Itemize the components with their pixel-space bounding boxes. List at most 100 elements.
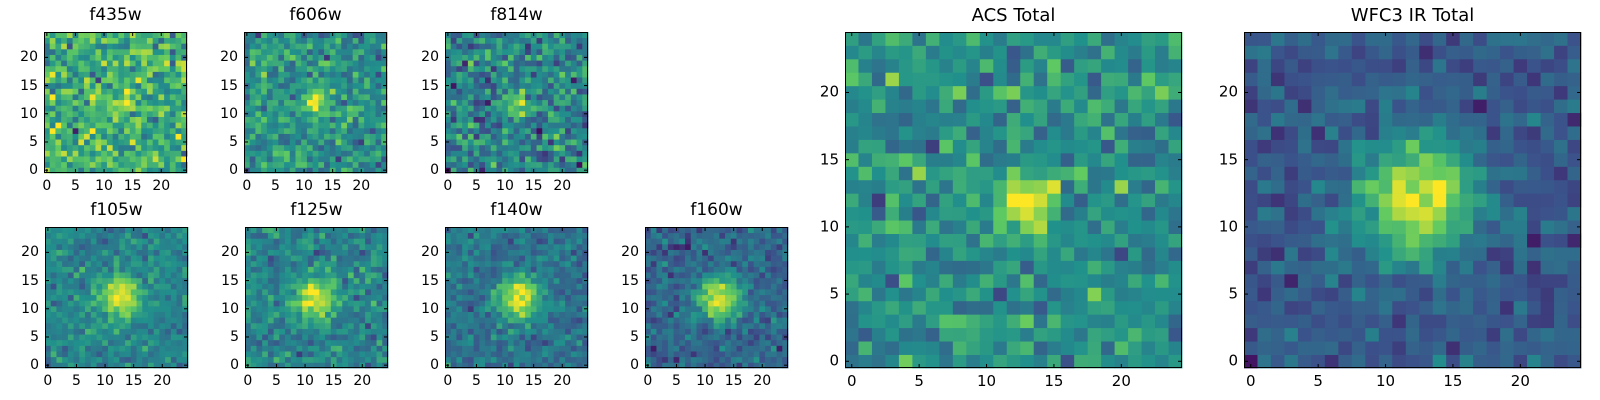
heatmap-cell <box>576 94 583 101</box>
heatmap-cell <box>1060 314 1075 329</box>
heatmap-cell <box>289 127 296 134</box>
heatmap-cell <box>73 305 80 312</box>
heatmap-cell <box>353 311 360 318</box>
heatmap-cell <box>106 77 114 84</box>
heatmap-cell <box>182 328 189 335</box>
heatmap-cell <box>559 334 566 341</box>
heatmap-cell <box>507 139 515 146</box>
heatmap-cell <box>1047 247 1062 261</box>
heatmap-cell <box>346 32 354 39</box>
heatmap-cell <box>45 345 52 352</box>
heatmap-cell <box>347 328 355 335</box>
heatmap-cell <box>570 249 577 256</box>
heatmap-cell <box>325 317 332 324</box>
heatmap-cell <box>141 139 148 146</box>
heatmap-cell <box>667 322 674 329</box>
heatmap-cell <box>467 294 474 301</box>
heatmap-cell <box>507 322 515 329</box>
heatmap-cell <box>707 277 715 284</box>
heatmap-cell <box>690 317 697 324</box>
heatmap-cell <box>152 77 159 84</box>
heatmap-cell <box>952 166 967 181</box>
heatmap-cell <box>352 127 359 134</box>
heatmap-cell <box>782 255 789 262</box>
heatmap-cell <box>1101 166 1115 181</box>
heatmap-cell <box>507 328 515 335</box>
heatmap-cell <box>66 156 73 163</box>
heatmap-cell <box>1101 327 1115 342</box>
heatmap-cell <box>565 150 572 157</box>
heatmap-cell <box>742 238 749 245</box>
heatmap-cell <box>329 82 336 89</box>
heatmap-cell <box>313 345 320 352</box>
heatmap-cell <box>530 356 537 363</box>
heatmap-cell <box>530 345 537 352</box>
heatmap-cell <box>102 334 109 341</box>
heatmap-cell <box>255 48 262 55</box>
heatmap-cell <box>306 156 314 163</box>
heatmap-cell <box>565 161 572 168</box>
heatmap-cell <box>359 305 366 312</box>
heatmap-cell <box>742 249 749 256</box>
heatmap-cell <box>725 266 732 273</box>
heatmap-cell <box>871 314 886 329</box>
heatmap-cell <box>272 150 279 157</box>
heatmap-cell <box>329 43 336 50</box>
heatmap-cell <box>576 351 583 358</box>
heatmap-cell <box>325 351 332 358</box>
heatmap-cell <box>645 300 652 307</box>
heatmap-cell <box>267 317 274 324</box>
heatmap-cell <box>1060 247 1075 261</box>
heatmap-cell <box>273 289 280 296</box>
heatmap-cell <box>307 351 315 358</box>
heatmap-cell <box>719 249 726 256</box>
heatmap-cell <box>473 300 480 307</box>
heatmap-cell <box>570 161 577 168</box>
heatmap-cell <box>164 167 171 174</box>
heatmap-cell <box>1101 220 1115 234</box>
heatmap-cell <box>250 255 257 262</box>
heatmap-cell <box>496 322 503 329</box>
heatmap-cell <box>146 105 154 112</box>
heatmap-cell <box>325 300 332 307</box>
x-tick-label: 10 <box>96 373 114 389</box>
heatmap-cell <box>169 150 176 157</box>
heatmap-cell <box>102 266 109 273</box>
heatmap-cell <box>1074 193 1089 208</box>
heatmap-cell <box>725 362 732 369</box>
heatmap-cell <box>547 351 555 358</box>
heatmap-cell <box>118 32 125 39</box>
heatmap-cell <box>152 116 159 123</box>
heatmap-cell <box>364 60 371 67</box>
heatmap-cell <box>547 305 555 312</box>
heatmap-cell <box>979 314 994 329</box>
heatmap-cell <box>702 243 709 250</box>
heatmap-cell <box>376 260 383 267</box>
heatmap-cell <box>519 150 526 157</box>
heatmap-cell <box>72 65 79 72</box>
heatmap-cell <box>296 300 303 307</box>
heatmap-cell <box>450 156 457 163</box>
heatmap-cell <box>125 289 132 296</box>
heatmap-cell <box>770 255 777 262</box>
heatmap-cell <box>312 37 319 44</box>
heatmap-cell <box>576 150 583 157</box>
heatmap-cell <box>467 266 474 273</box>
heatmap-cell <box>341 77 348 84</box>
heatmap-cell <box>84 71 91 78</box>
heatmap-cell <box>553 77 560 84</box>
heatmap-cell <box>141 167 148 174</box>
heatmap-cell <box>359 311 366 318</box>
heatmap-cell <box>450 94 457 101</box>
heatmap-cell <box>307 289 315 296</box>
heatmap-cell <box>1033 179 1048 194</box>
heatmap-cell <box>650 266 657 273</box>
heatmap-cell <box>353 238 360 245</box>
heatmap-cell <box>336 266 343 273</box>
heatmap-cell <box>312 48 319 55</box>
heatmap-cell <box>313 283 320 290</box>
heatmap-cell <box>1060 260 1075 275</box>
heatmap-cell <box>1074 287 1089 302</box>
heatmap-cell <box>662 277 669 284</box>
heatmap-cell <box>966 314 981 329</box>
